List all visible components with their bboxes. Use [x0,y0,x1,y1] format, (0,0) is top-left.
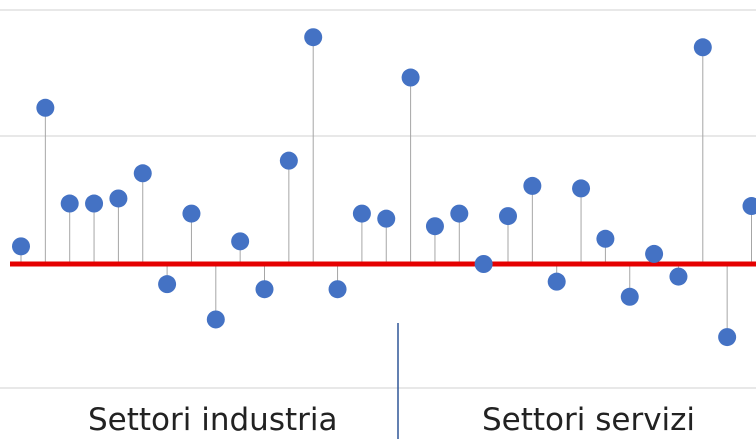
data-point [645,244,664,263]
data-point [523,176,542,195]
data-point [304,28,323,47]
data-point [742,197,756,216]
data-point [620,287,639,306]
data-point [60,194,79,213]
data-point [206,310,225,329]
data-point [425,217,444,236]
data-point [499,207,517,226]
data-point [182,204,201,223]
data-point [279,151,298,170]
data-point [718,328,737,347]
data-point [231,232,250,251]
stems [20,37,752,338]
data-points [12,28,756,347]
data-point [377,209,396,228]
data-point [255,280,274,299]
data-point [36,98,55,117]
group-label-services: Settori servizi [482,402,696,438]
data-point [401,68,420,87]
data-point [158,275,177,294]
data-point [85,194,104,213]
data-point [352,204,371,223]
data-point [109,189,128,208]
gridlines [0,9,756,389]
data-point [328,280,347,299]
data-point [693,38,712,57]
data-point [547,272,566,291]
data-point [669,267,688,286]
data-point [450,204,469,223]
group-label-industry: Settori industria [88,402,338,438]
data-point [12,237,30,256]
data-point [133,164,152,183]
data-point [474,255,493,273]
data-point [596,229,615,248]
data-point [572,179,591,198]
